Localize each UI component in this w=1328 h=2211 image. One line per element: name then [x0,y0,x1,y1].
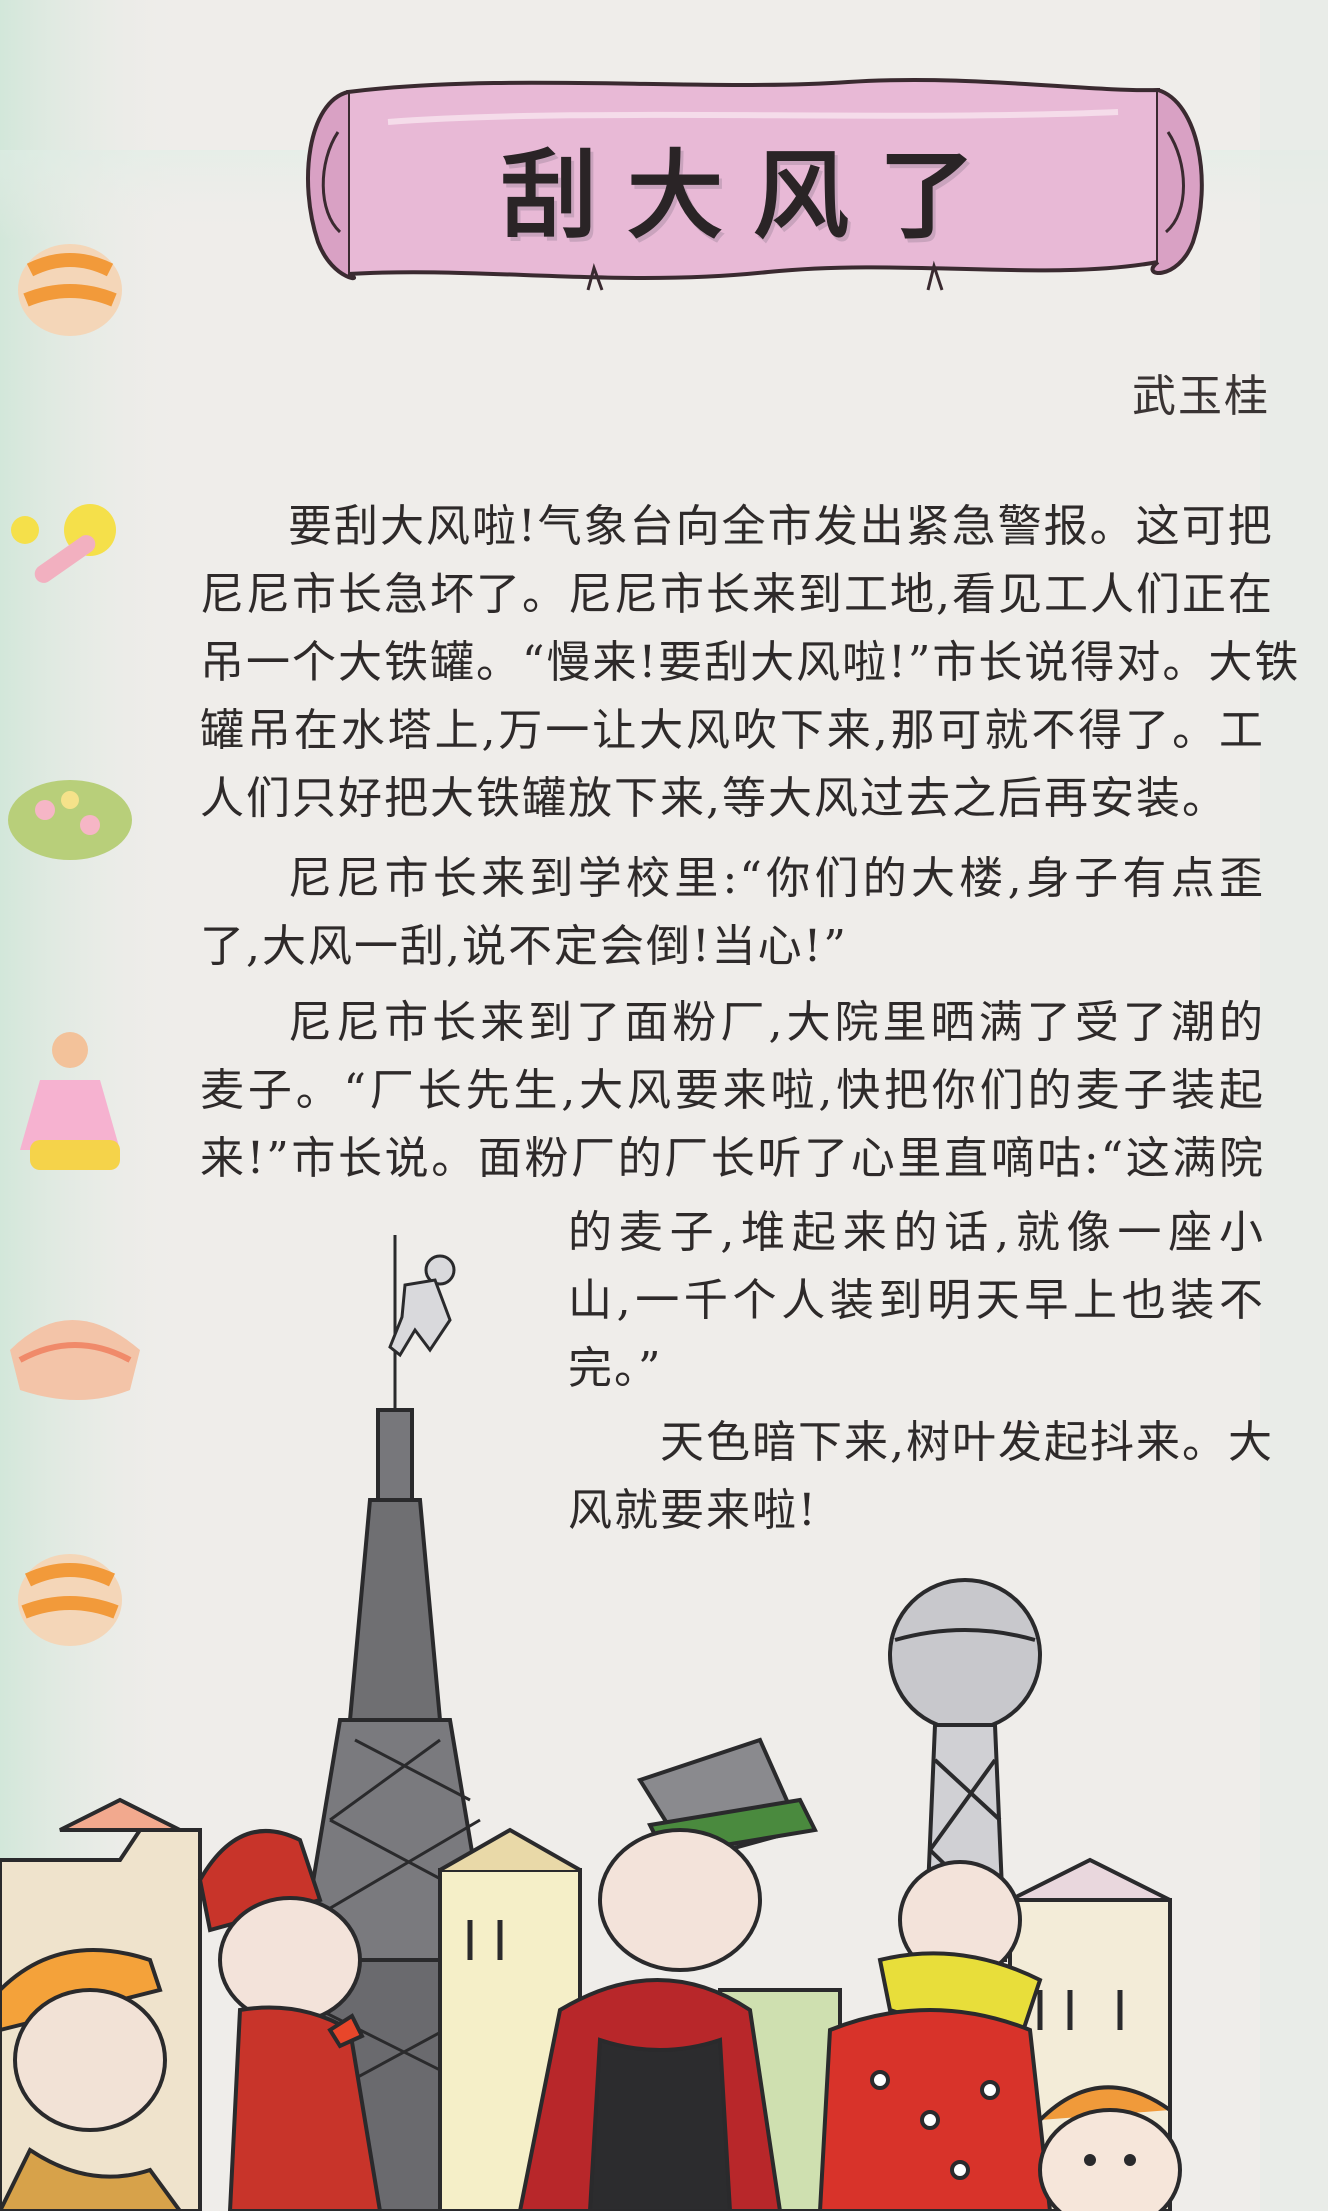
story-line: 了,大风一刮,说不定会倒!当心!” [200,921,848,972]
person-with-cap-icon [0,1948,183,2211]
story-line: 的麦子,堆起来的话,就像一座小 [568,1207,1265,1258]
climber-figure-icon [388,1254,456,1358]
story-line: 风就要来啦! [568,1485,818,1536]
flower-decoration-icon [8,780,132,860]
story-line: 吊一个大铁罐。“慢来!要刮大风啦!”市长说得对。大铁 [200,637,1301,688]
story-line: 尼尼市长来到了面粉厂,大院里晒满了受了潮的 [288,997,1265,1048]
story-line: 麦子。“厂长先生,大风要来啦,快把你们的麦子装起 [200,1065,1265,1116]
doll-decoration-icon [20,1032,120,1170]
side-decorations [8,244,140,1646]
author-name: 武玉桂 [1132,371,1270,422]
story-line: 天色暗下来,树叶发起抖来。大 [660,1417,1274,1468]
story-line: 完。” [568,1343,663,1394]
title-scroll-banner [306,77,1204,291]
story-line: 要刮大风啦!气象台向全市发出紧急警报。这可把 [288,501,1274,552]
sock-decoration-icon [18,244,122,336]
man-in-hat-icon [517,1737,818,2211]
story-line: 尼尼市长急坏了。尼尼市长来到工地,看见工人们正在 [200,569,1274,620]
woman-in-scarf-icon [817,1860,1053,2211]
story-line: 山,一千个人装到明天早上也装不 [568,1275,1265,1326]
sock-decoration-icon [18,1554,122,1646]
rattle-decoration-icon [11,504,116,583]
child-icon [1038,2085,1182,2211]
story-line: 来!”市长说。面粉厂的厂长听了心里直嘀咕:“这满院 [200,1133,1265,1184]
story-line: 尼尼市长来到学校里:“你们的大楼,身子有点歪 [288,853,1265,904]
townspeople-illustration [0,1235,1182,2211]
man-in-red-coat-icon [197,1829,383,2211]
story-line: 人们只好把大铁罐放下来,等大风过去之后再安装。 [200,773,1228,824]
story-title: 刮大风了 [501,140,1005,252]
cake-decoration-icon [10,1320,140,1400]
story-line: 罐吊在水塔上,万一让大风吹下来,那可就不得了。工 [200,705,1265,756]
